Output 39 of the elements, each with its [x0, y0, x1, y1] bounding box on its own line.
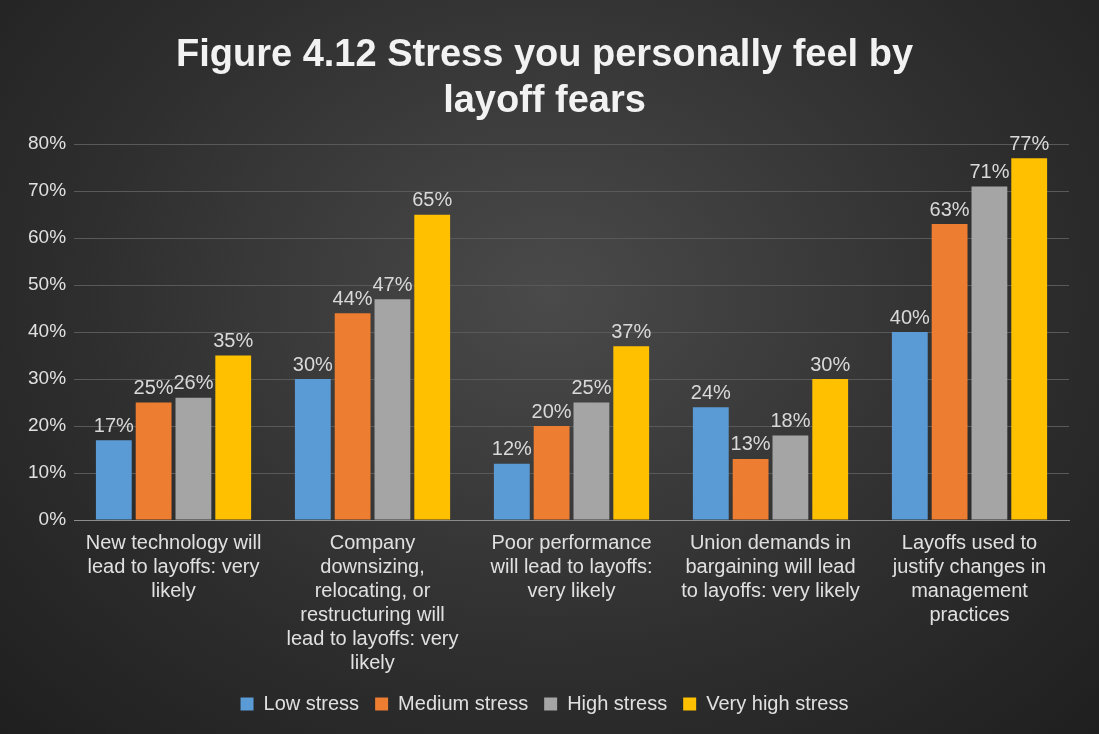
y-tick-label: 60% [28, 226, 67, 248]
legend-label: Low stress [263, 691, 360, 714]
data-label: 65% [412, 188, 453, 211]
data-label: 18% [770, 408, 811, 431]
data-label: 47% [372, 272, 413, 295]
data-label: 37% [611, 319, 652, 342]
data-label: 63% [929, 197, 970, 220]
y-tick-label: 80% [28, 132, 67, 154]
data-label: 30% [810, 352, 851, 375]
data-label: 35% [213, 329, 254, 352]
legend-label: Very high stress [706, 691, 849, 714]
data-label: 13% [730, 432, 771, 455]
data-label: 17% [93, 413, 135, 436]
x-tick-label: Layoffs used to justify changes in management practices [891, 530, 1047, 625]
data-label: 44% [332, 286, 373, 309]
y-tick-label: 0% [38, 508, 67, 530]
data-label: 71% [969, 159, 1010, 182]
y-tick-label: 50% [28, 273, 67, 295]
y-tick-label: 20% [28, 414, 67, 436]
x-tick-label: Union demands in bargaining will lead to layoffs: very likely [681, 530, 860, 601]
legend-label: Medium stress [398, 691, 529, 714]
y-tick-label: 10% [28, 461, 67, 483]
y-tick-label: 40% [28, 320, 67, 342]
y-tick-label: 30% [28, 367, 67, 389]
x-tick-label: New technology will lead to layoffs: very likely [85, 530, 262, 601]
legend-label: High stress [567, 691, 668, 714]
data-label: 26% [173, 371, 214, 394]
y-tick-label: 70% [28, 179, 67, 201]
data-label: 12% [491, 437, 533, 460]
data-label: 40% [889, 305, 931, 328]
data-label: 25% [133, 376, 174, 399]
data-label: 77% [1009, 131, 1050, 154]
chart-title: Figure 4.12 Stress you personally feel by layoff fears [175, 32, 914, 120]
x-tick-label: Poor performance will lead to layoffs: very likely [489, 530, 653, 601]
data-label: 20% [531, 399, 572, 422]
x-tick-label: Company downsizing, relocating, or restructuring will lead to layoffs: very likely [286, 530, 459, 673]
data-label: 30% [292, 352, 334, 375]
data-label: 25% [571, 376, 612, 399]
data-label: 24% [690, 380, 732, 403]
